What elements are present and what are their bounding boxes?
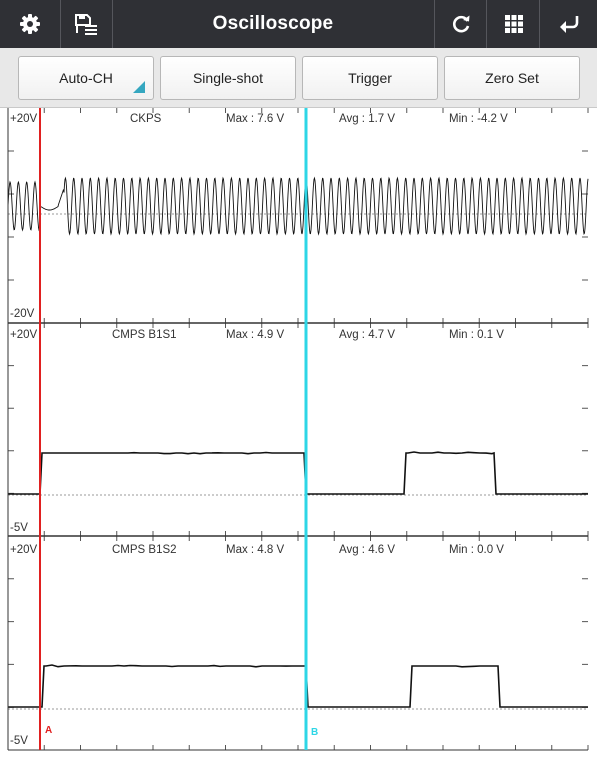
refresh-button[interactable] <box>434 0 487 48</box>
ch2-top-scale: +20V <box>10 329 38 341</box>
channel-2-panel: +20V CMPS B1S1 Max : 4.9 V Avg : 4.7 V M… <box>8 329 588 534</box>
zero-set-label: Zero Set <box>485 70 539 86</box>
cursor-a-label: A <box>45 725 52 736</box>
single-shot-label: Single-shot <box>193 70 263 86</box>
ch1-avg: Avg : 1.7 V <box>339 113 395 125</box>
ch2-avg: Avg : 4.7 V <box>339 329 395 341</box>
ch3-min: Min : 0.0 V <box>449 544 504 556</box>
single-shot-button[interactable]: Single-shot <box>160 56 296 100</box>
ch3-max: Max : 4.8 V <box>226 544 284 556</box>
save-list-icon <box>74 13 98 35</box>
ch1-bottom-scale: -20V <box>10 308 35 320</box>
dropdown-corner-icon <box>133 81 145 93</box>
cursor-b-label: B <box>311 727 318 738</box>
app-title: Oscilloscope <box>112 0 434 48</box>
auto-ch-dropdown[interactable]: Auto-CH <box>18 56 154 100</box>
channel-3-panel: +20V CMPS B1S2 Max : 4.8 V Avg : 4.6 V M… <box>8 544 588 747</box>
settings-button[interactable] <box>0 0 61 48</box>
ch2-bottom-scale: -5V <box>10 522 28 534</box>
ch1-waveform <box>8 178 588 234</box>
grid-tick-marks <box>8 108 588 750</box>
grid-icon <box>504 14 524 34</box>
trigger-label: Trigger <box>348 70 392 86</box>
channel-1-panel: +20V CKPS Max : 7.6 V Avg : 1.7 V Min : … <box>8 113 588 320</box>
back-button[interactable] <box>539 0 597 48</box>
scope-display[interactable]: +20V CKPS Max : 7.6 V Avg : 1.7 V Min : … <box>0 108 597 760</box>
ch1-max: Max : 7.6 V <box>226 113 284 125</box>
ch2-name: CMPS B1S1 <box>112 329 177 341</box>
back-arrow-icon <box>557 13 581 35</box>
zero-set-button[interactable]: Zero Set <box>444 56 580 100</box>
grid-button[interactable] <box>486 0 540 48</box>
ch2-min: Min : 0.1 V <box>449 329 504 341</box>
ch3-name: CMPS B1S2 <box>112 544 177 556</box>
ch3-waveform <box>8 665 588 707</box>
toolbar: Auto-CH Single-shot Trigger Zero Set <box>0 48 597 108</box>
gear-icon <box>19 13 41 35</box>
ch3-bottom-scale: -5V <box>10 735 28 747</box>
title-bar: Oscilloscope <box>0 0 597 48</box>
refresh-icon <box>450 13 472 35</box>
ch3-avg: Avg : 4.6 V <box>339 544 395 556</box>
ch3-top-scale: +20V <box>10 544 38 556</box>
save-button[interactable] <box>60 0 113 48</box>
ch2-max: Max : 4.9 V <box>226 329 284 341</box>
ch1-top-scale: +20V <box>10 113 38 125</box>
grid-ticks <box>8 108 588 750</box>
trigger-button[interactable]: Trigger <box>302 56 438 100</box>
ch1-min: Min : -4.2 V <box>449 113 508 125</box>
ch2-waveform <box>8 452 588 494</box>
ch1-name: CKPS <box>130 113 162 125</box>
auto-ch-label: Auto-CH <box>59 70 113 86</box>
